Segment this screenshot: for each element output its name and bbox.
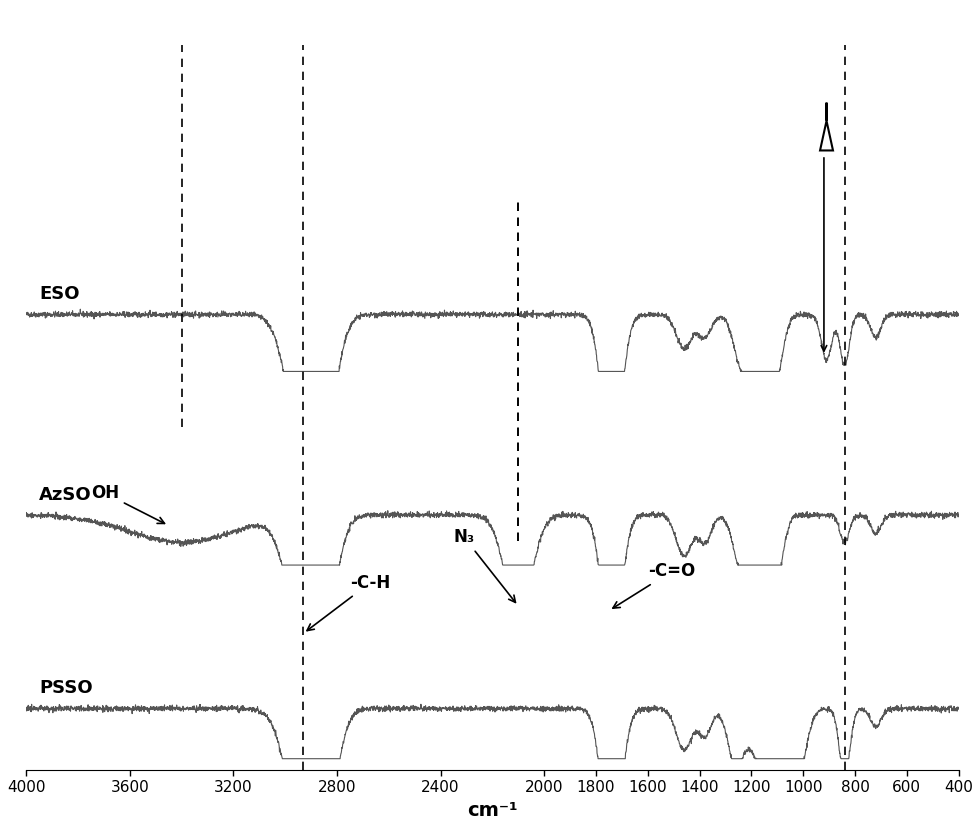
Text: PSSO: PSSO: [39, 679, 93, 697]
Text: AzSO: AzSO: [39, 485, 92, 504]
Text: -C=O: -C=O: [612, 562, 695, 608]
Text: -C-H: -C-H: [307, 574, 390, 631]
X-axis label: cm⁻¹: cm⁻¹: [467, 801, 517, 820]
Text: OH: OH: [91, 485, 165, 523]
Text: N₃: N₃: [454, 528, 515, 602]
Text: ESO: ESO: [39, 285, 79, 303]
